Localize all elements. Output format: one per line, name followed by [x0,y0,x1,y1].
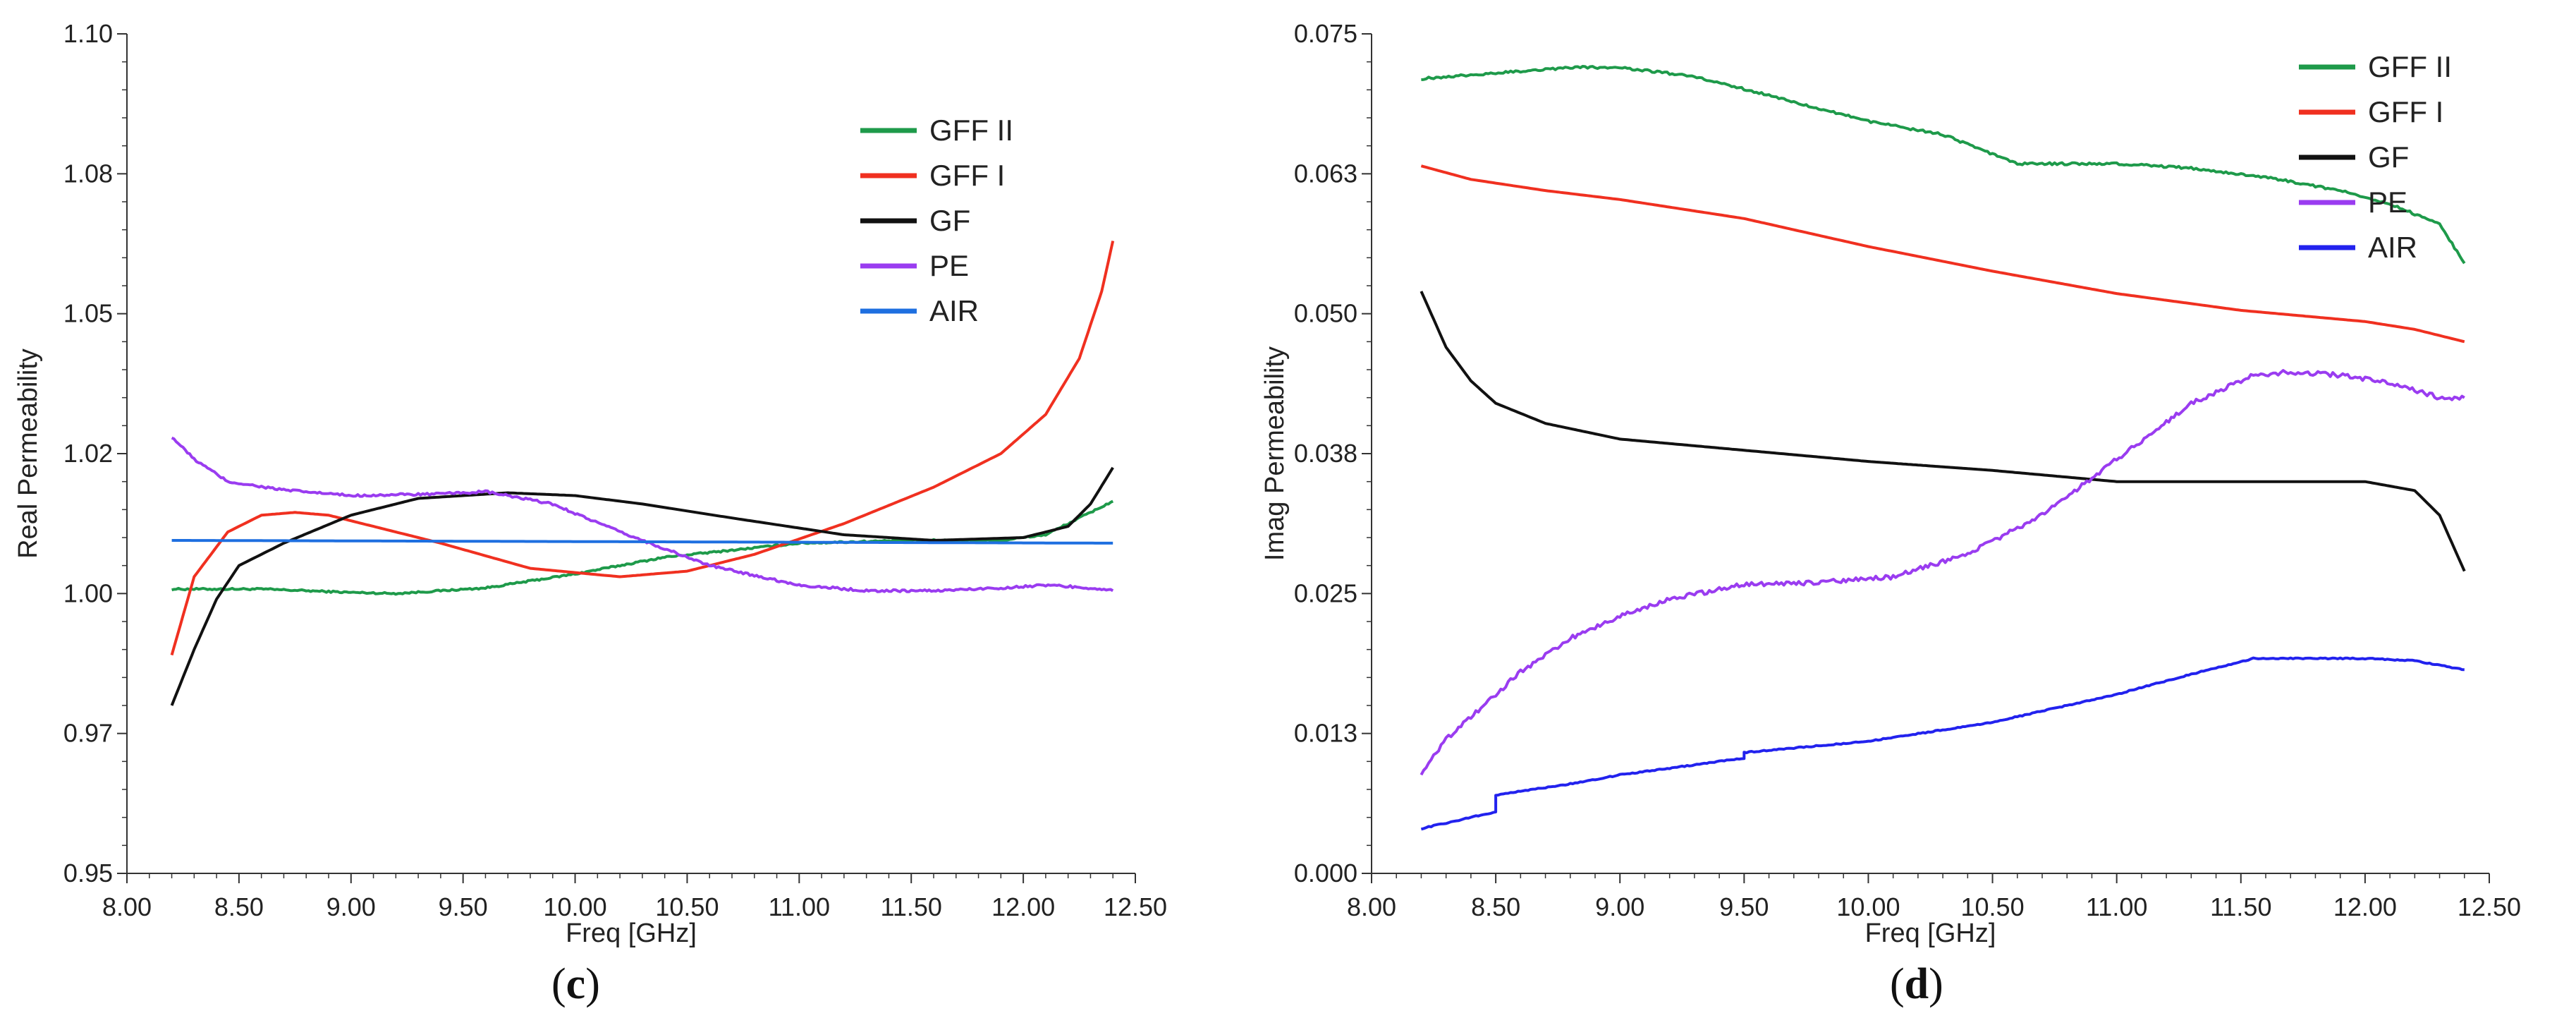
y-tick-label: 1.02 [63,439,113,468]
series-line-pe [1420,369,2465,776]
x-tick-label: 11.50 [2210,892,2271,921]
panel-label-c: (c) [551,960,600,1008]
y-tick-label: 0.038 [1294,439,1357,468]
x-tick-label: 8.50 [214,892,264,921]
y-tick-label: 0.050 [1294,299,1357,328]
legend-label: PE [929,249,969,282]
x-tick-label: 11.00 [769,892,830,921]
y-axis-label: Real Permeability [13,349,43,559]
chart-panel-d: 0.000 0.013 0.025 0.038 0.050 0.063 0.075 8.00 8… [1255,0,2576,1030]
y-tick-label: 0.97 [63,719,113,748]
y-tick-label: 0.063 [1294,159,1357,188]
y-tick-label: 1.00 [63,578,113,607]
x-tick-label: 12.00 [2333,892,2397,921]
series-line-gf [170,466,1114,706]
legend-label: GFF II [929,114,1013,147]
legend-label: GFF II [2368,50,2452,83]
x-axis-label: Freq [GHz] [1865,919,1996,948]
series-line-gf [1420,291,2466,572]
legend-label: GF [2368,140,2409,174]
x-tick-label: 12.00 [991,892,1055,921]
x-tick-label: 12.50 [2458,892,2521,921]
series-line-air [171,539,1113,545]
legend-label: GFF I [929,159,1005,192]
legend-label: AIR [929,294,979,327]
chart-panel-c: 0.95 0.97 1.00 1.02 1.05 1.08 1.10 8.00 8.50 9.00… [0,0,1171,1030]
x-tick-label: 10.00 [1836,892,1900,921]
y-tick-label: 1.10 [63,19,113,48]
legend-label: GFF I [2368,95,2443,128]
x-tick-label: 10.50 [1961,892,2025,921]
y-axis-label: Imag Permeability [1260,346,1290,561]
series-line-air [1420,656,2465,831]
series-line-gff-ii [1421,65,2466,265]
x-tick-label: 11.00 [2086,892,2147,921]
x-tick-label: 9.00 [326,892,376,921]
x-tick-label: 10.00 [544,892,607,921]
x-tick-label: 8.00 [102,892,152,921]
series-line-gff-i [170,241,1115,656]
x-tick-label: 12.50 [1104,892,1167,921]
x-tick-label: 9.50 [439,892,488,921]
y-tick-label: 0.000 [1294,859,1357,887]
chart-d-svg: 0.000 0.013 0.025 0.038 0.050 0.063 0.075 8.00 8… [1260,19,2521,948]
legend-label: GF [929,204,970,237]
x-tick-label: 8.00 [1347,892,1396,921]
x-tick-label: 9.50 [1719,892,1769,921]
x-tick-label: 9.00 [1595,892,1644,921]
x-tick-label: 10.50 [655,892,719,921]
x-tick-label: 11.50 [881,892,942,921]
y-tick-label: 0.95 [63,859,113,887]
y-tick-label: 1.08 [63,159,113,188]
x-tick-label: 8.50 [1471,892,1520,921]
legend-label: PE [2368,186,2407,219]
panel-label-d: (d) [1890,960,1943,1008]
chart-c-svg: 0.95 0.97 1.00 1.02 1.05 1.08 1.10 8.00 8.50 9.00… [13,19,1167,948]
y-tick-label: 0.075 [1294,19,1357,48]
y-tick-label: 0.025 [1294,578,1357,607]
series-line-gff-i [1420,164,2465,344]
y-tick-label: 1.05 [63,299,113,328]
y-tick-label: 0.013 [1294,719,1357,748]
legend-label: AIR [2368,231,2417,264]
x-axis-label: Freq [GHz] [566,919,697,948]
